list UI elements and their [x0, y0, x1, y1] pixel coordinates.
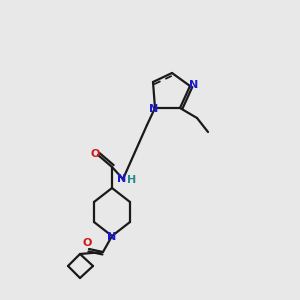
Text: N: N — [117, 174, 127, 184]
Text: O: O — [82, 238, 92, 248]
Text: O: O — [90, 149, 100, 159]
Text: N: N — [189, 80, 199, 90]
Text: N: N — [107, 232, 117, 242]
Text: H: H — [128, 175, 136, 185]
Text: N: N — [149, 104, 159, 114]
